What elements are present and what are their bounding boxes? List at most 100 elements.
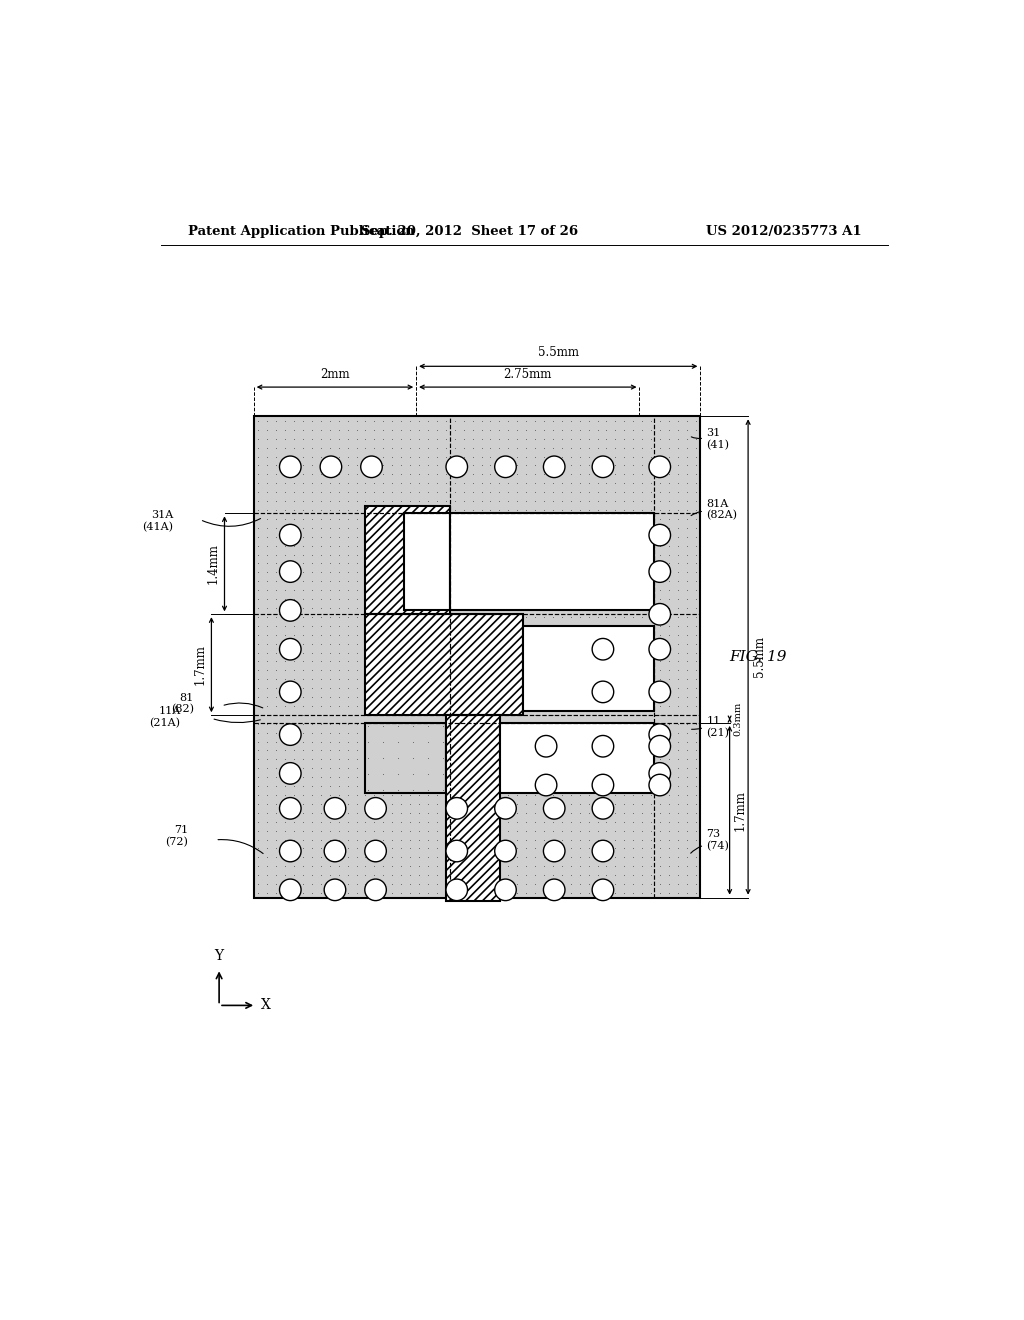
Circle shape [280,841,301,862]
Point [367,535,383,556]
Point [259,642,275,663]
Point [429,499,445,520]
Point [687,669,703,690]
Point [348,758,365,779]
Point [375,527,391,548]
Point [473,722,489,743]
Point [536,527,552,548]
Point [393,722,410,743]
Point [375,784,391,805]
Point [250,651,266,672]
Point [598,499,614,520]
Point [482,793,499,814]
Point [304,767,321,788]
Circle shape [280,524,301,546]
Point [581,696,597,717]
Point [331,455,347,477]
Point [322,606,338,627]
Point [375,829,391,850]
Point [420,535,436,556]
Point [634,598,650,619]
Point [295,812,311,833]
Text: 0.3mm: 0.3mm [733,702,742,737]
Point [276,527,293,548]
Point [607,589,624,610]
Point [625,463,641,484]
Point [679,570,695,591]
Point [276,428,293,449]
Point [660,741,677,762]
Point [393,411,410,432]
Point [482,508,499,529]
Point [679,634,695,655]
Point [286,820,302,841]
Point [357,748,374,770]
Point [687,829,703,850]
Point [304,455,321,477]
Point [571,508,588,529]
Point [670,455,686,477]
Point [518,535,535,556]
Point [660,874,677,895]
Point [616,606,633,627]
Point [250,758,266,779]
Point [429,847,445,869]
Point [384,535,400,556]
Point [312,722,329,743]
Point [375,473,391,494]
Point [545,793,561,814]
Point [660,722,677,743]
Point [276,535,293,556]
Point [456,874,472,895]
Point [411,437,427,458]
Point [259,776,275,797]
Point [276,660,293,681]
Point [367,527,383,548]
Point [482,624,499,645]
Point [276,463,293,484]
Point [482,838,499,859]
Point [402,527,419,548]
Point [687,722,703,743]
Point [411,793,427,814]
Point [411,411,427,432]
Point [492,589,508,610]
Point [562,784,579,805]
Point [250,535,266,556]
Point [331,463,347,484]
Point [348,508,365,529]
Point [402,784,419,805]
Point [660,784,677,805]
Point [304,758,321,779]
Point [643,446,659,467]
Point [500,784,516,805]
Point [643,527,659,548]
Point [435,731,452,752]
Point [509,553,525,574]
Point [670,803,686,824]
Point [259,874,275,895]
Point [492,784,508,805]
Point [339,758,355,779]
Point [411,642,427,663]
Point [590,491,606,512]
Point [446,669,463,690]
Point [375,855,391,876]
Point [687,820,703,841]
Circle shape [592,775,613,796]
Point [393,855,410,876]
Point [437,491,454,512]
Point [286,553,302,574]
Point [590,855,606,876]
Point [331,482,347,503]
Point [527,882,544,903]
Point [545,455,561,477]
Point [331,562,347,583]
Point [393,527,410,548]
Point [429,660,445,681]
Point [500,579,516,601]
Point [312,544,329,565]
Point [590,428,606,449]
Point [687,776,703,797]
Point [322,535,338,556]
